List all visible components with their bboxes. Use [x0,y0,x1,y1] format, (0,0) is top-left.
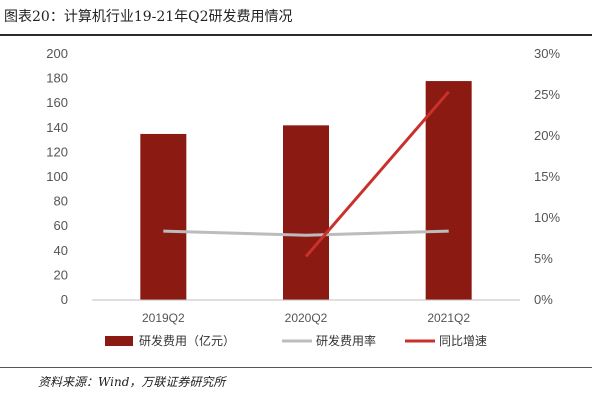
category-label: 2019Q2 [142,311,185,325]
category-label: 2021Q2 [427,311,470,325]
legend-label-3: 同比增速 [439,334,487,348]
right-tick-label: 15% [534,169,560,184]
right-axis-ticks: 0% 5% 10% 15% 20% 25% 30% [534,46,560,307]
left-tick-label: 100 [46,169,68,184]
left-axis-ticks: 0 20 40 60 80 100 120 140 160 180 200 [46,46,68,307]
left-tick-label: 140 [46,120,68,135]
left-tick-label: 160 [46,95,68,110]
left-tick-label: 60 [54,218,68,233]
left-tick-label: 200 [46,46,68,61]
yoy-line-group [304,90,450,258]
rate-line-path [163,229,449,237]
left-tick-label: 20 [54,267,68,282]
left-tick-label: 120 [46,144,68,159]
right-tick-label: 25% [534,87,560,102]
right-tick-label: 0% [534,292,553,307]
title-rule [0,34,592,36]
category-labels: 2019Q2 2020Q2 2021Q2 [142,311,470,325]
chart-canvas: 0 20 40 60 80 100 120 140 160 180 200 0% 5% 10% 15% 20… [46,46,560,348]
bar-2021Q2 [425,81,472,300]
source-rule [0,367,592,368]
bar-2019Q2 [140,133,187,300]
left-tick-label: 80 [54,194,68,209]
legend: 研发费用（亿元） 研发费用率 同比增速 [105,333,487,348]
legend-label-2: 研发费用率 [316,333,376,348]
left-tick-label: 0 [61,292,68,307]
right-tick-label: 10% [534,210,560,225]
category-label: 2020Q2 [285,311,328,325]
yoy-line-path [304,90,450,258]
figure-title: 图表20：计算机行业19-21年Q2研发费用情况 [4,9,293,25]
right-tick-label: 5% [534,251,553,266]
legend-swatch-bar [105,336,133,346]
left-tick-label: 40 [54,243,68,258]
legend-label-1: 研发费用（亿元） [139,333,235,348]
bars-group [140,81,472,300]
source-note: 资料来源：Wind，万联证券研究所 [38,375,226,389]
right-tick-label: 20% [534,128,560,143]
right-tick-label: 30% [534,46,560,61]
bar-2020Q2 [283,125,329,300]
rate-line-group [163,229,449,237]
left-tick-label: 180 [46,71,68,86]
